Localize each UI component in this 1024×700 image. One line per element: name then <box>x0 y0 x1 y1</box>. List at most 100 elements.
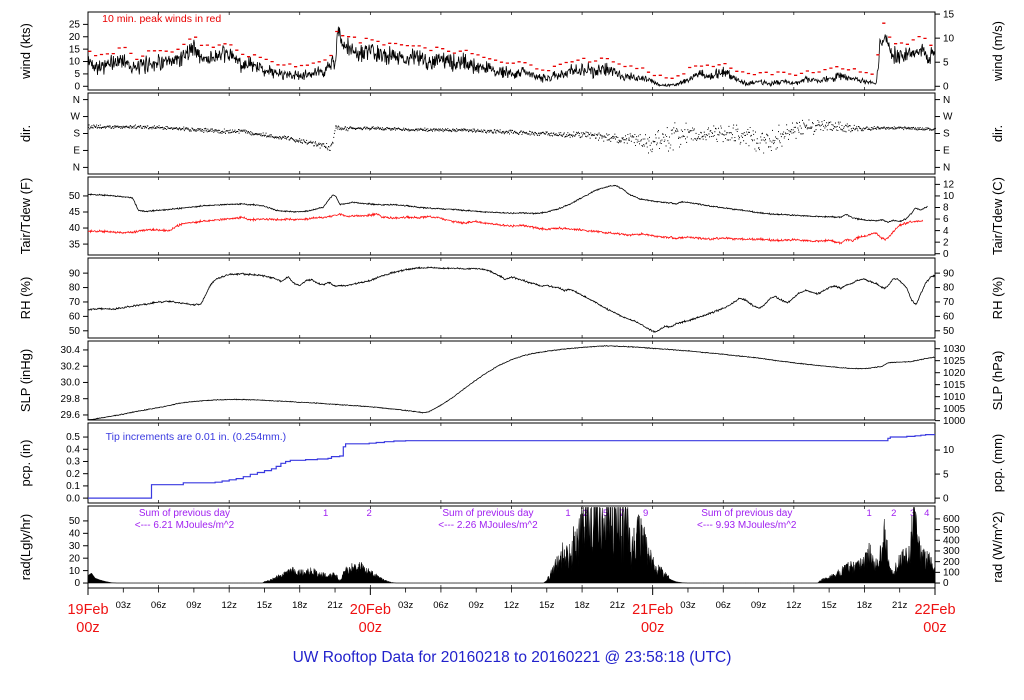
ytick-label-right-rh: 90 <box>943 268 955 279</box>
panel-border-slp <box>87 340 936 421</box>
ytick-label-left-rh: 70 <box>69 297 81 308</box>
annotation-sum-line2: <--- 2.26 MJoules/m^2 <box>438 520 538 531</box>
axis-label-right-slp: SLP (hPa) <box>990 351 1005 411</box>
axis-label-right-rh: RH (%) <box>990 277 1005 320</box>
ytick-label-left-rad: 40 <box>69 529 81 540</box>
ytick-label-left-wind: 15 <box>69 44 81 55</box>
xaxis-minor-label: 03z <box>398 600 414 611</box>
xaxis-day-label: 20Feb <box>350 602 391 618</box>
axis-label-left-dir: dir. <box>18 125 33 142</box>
series-rh_pct <box>87 266 935 333</box>
axis-label-left-rad: rad(Lgly/hr) <box>18 514 33 580</box>
ytick-label-left-rad: 0 <box>74 578 80 589</box>
ytick-label-left-dir: S <box>73 129 80 140</box>
xaxis-minor-label: 12z <box>222 600 238 611</box>
ytick-label-right-slp: 1015 <box>943 380 966 391</box>
xaxis-minor-label: 12z <box>504 600 520 611</box>
panel-border-dir <box>87 92 936 175</box>
ytick-label-left-temp: 45 <box>69 207 81 218</box>
ytick-label-left-dir: E <box>73 146 80 157</box>
xaxis-minor-label: 12z <box>786 600 802 611</box>
chart-title: UW Rooftop Data for 20160218 to 20160221… <box>293 649 732 666</box>
xaxis-minor-label: 18z <box>292 600 308 611</box>
ytick-label-left-wind: 20 <box>69 32 81 43</box>
ytick-label-left-dir: N <box>73 163 80 174</box>
xaxis-hour-label: 00z <box>76 620 99 636</box>
xaxis-minor-label: 15z <box>539 600 555 611</box>
xaxis-minor-label: 06z <box>151 600 167 611</box>
ytick-label-left-temp: 35 <box>69 239 81 250</box>
xaxis-minor-label: 15z <box>821 600 837 611</box>
annotation-pcp: Tip increments are 0.01 in. (0.254mm.) <box>106 431 287 443</box>
ytick-label-left-wind: 25 <box>69 20 81 31</box>
axis-label-right-wind: wind (m/s) <box>990 21 1005 82</box>
xaxis-day-label: 22Feb <box>914 602 955 618</box>
ytick-label-left-slp: 30.2 <box>61 361 81 372</box>
xaxis-minor-label: 21z <box>892 600 908 611</box>
ytick-label-right-rad: 400 <box>943 535 960 546</box>
annotation-sum-line1: Sum of previous day <box>139 508 230 519</box>
annotation-sum-line1: Sum of previous day <box>442 508 533 519</box>
axis-label-left-temp: Tair/Tdew (F) <box>18 178 33 255</box>
ytick-label-right-dir: S <box>943 129 950 140</box>
ytick-label-right-rh: 80 <box>943 283 955 294</box>
ytick-label-left-slp: 29.6 <box>61 410 81 421</box>
ytick-label-right-rad: 300 <box>943 546 960 557</box>
ytick-label-right-slp: 1025 <box>943 356 966 367</box>
ytick-label-right-rh: 70 <box>943 297 955 308</box>
xaxis-minor-label: 09z <box>186 600 202 611</box>
xaxis-hour-label: 00z <box>923 620 946 636</box>
xaxis-hour-label: 00z <box>359 620 382 636</box>
ytick-label-left-rh: 90 <box>69 268 81 279</box>
ytick-label-left-pcp: 0.0 <box>66 493 80 504</box>
ytick-label-right-dir: N <box>943 95 950 106</box>
xaxis-minor-label: 06z <box>433 600 449 611</box>
axis-label-right-dir: dir. <box>990 125 1005 142</box>
ytick-label-left-temp: 40 <box>69 223 81 234</box>
ytick-label-left-dir: W <box>71 112 81 123</box>
mj-mark-label: 2 <box>891 508 896 519</box>
ytick-label-right-slp: 1010 <box>943 392 966 403</box>
panel-border-rh <box>87 257 936 339</box>
axis-label-left-slp: SLP (inHg) <box>18 349 33 412</box>
series-tair_f <box>87 184 928 224</box>
ytick-label-right-slp: 1005 <box>943 404 966 415</box>
ytick-label-left-pcp: 0.5 <box>66 432 80 443</box>
series-wind_peak_10min_kts <box>88 22 933 79</box>
xaxis-minor-label: 09z <box>469 600 485 611</box>
xaxis-minor-label: 03z <box>680 600 696 611</box>
ytick-label-right-wind: 10 <box>943 33 955 44</box>
series-slp_inhg <box>88 344 935 420</box>
mj-mark-label: 1 <box>866 508 871 519</box>
series-wind_direction_deg <box>88 119 936 154</box>
ytick-label-right-rad: 100 <box>943 568 960 579</box>
ytick-label-right-rad: 200 <box>943 557 960 568</box>
xaxis-minor-label: 15z <box>257 600 273 611</box>
ytick-label-left-pcp: 0.2 <box>66 469 80 480</box>
xaxis-minor-label: 21z <box>610 600 626 611</box>
ytick-label-right-rh: 60 <box>943 312 955 323</box>
ytick-label-left-slp: 30.0 <box>61 378 81 389</box>
ytick-label-left-pcp: 0.3 <box>66 457 80 468</box>
ytick-label-left-rad: 20 <box>69 553 81 564</box>
xaxis-minor-label: 03z <box>116 600 132 611</box>
ytick-label-left-rh: 50 <box>69 326 81 337</box>
ytick-label-right-rad: 0 <box>943 578 949 589</box>
xaxis-minor-label: 06z <box>716 600 732 611</box>
axis-label-right-pcp: pcp. (mm) <box>990 434 1005 493</box>
annotation-wind: 10 min. peak winds in red <box>102 13 221 25</box>
ytick-label-left-rad: 10 <box>69 566 81 577</box>
mj-mark-label: 2 <box>367 508 372 519</box>
ytick-label-right-temp: 2 <box>943 237 949 248</box>
ytick-label-right-slp: 1020 <box>943 368 966 379</box>
mj-mark-label: 9 <box>643 508 648 519</box>
ytick-label-left-rh: 80 <box>69 283 81 294</box>
ytick-label-left-rh: 60 <box>69 312 81 323</box>
ytick-label-right-pcp: 5 <box>943 469 949 480</box>
mj-mark-label: 1 <box>323 508 328 519</box>
ytick-label-left-pcp: 0.1 <box>66 481 80 492</box>
ytick-label-left-wind: 5 <box>74 69 80 80</box>
ytick-label-left-slp: 29.8 <box>61 394 81 405</box>
ytick-label-left-rad: 50 <box>69 516 81 527</box>
axis-label-right-temp: Tair/Tdew (C) <box>990 177 1005 255</box>
